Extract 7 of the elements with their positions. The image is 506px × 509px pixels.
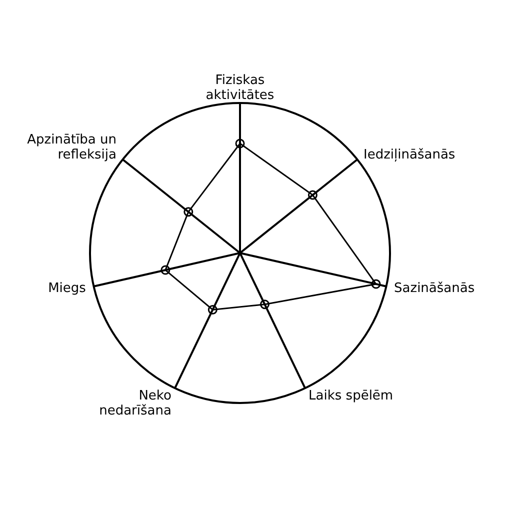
spoke-label: Miegs [48,280,86,296]
spoke-label: Laiks spēlēm [308,388,394,403]
spoke-label: Neko nedarīšana [99,388,172,418]
spoke-label: Fiziskas aktivitātes [206,72,274,103]
spoke-label: Iedziļināšanās [364,147,456,162]
spoke-label: Sazināšanās [394,280,475,296]
spoke-label: Apzinātība un refleksija [27,132,116,162]
